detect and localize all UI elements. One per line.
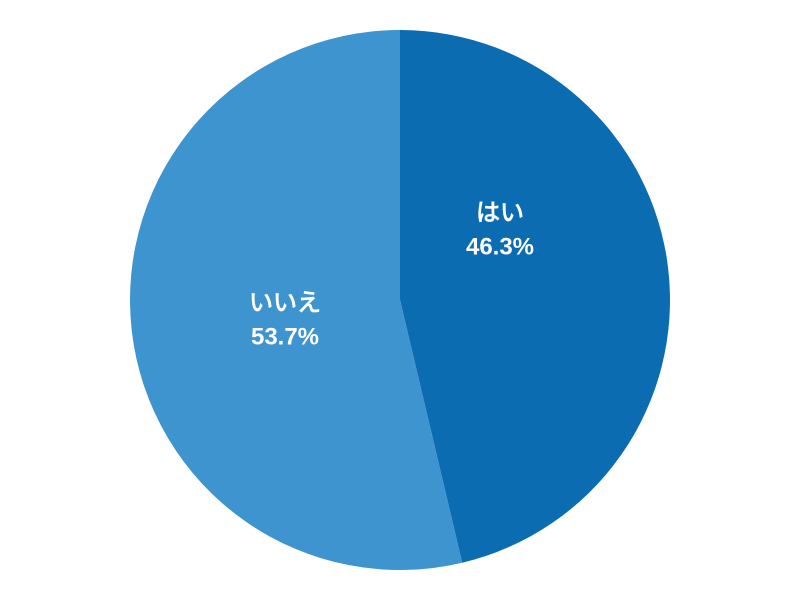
slice-label-yes-pct: 46.3% [466,233,534,260]
slice-label-yes: はい 46.3% [466,196,534,263]
pie-chart: はい 46.3% いいえ 53.7% [130,30,670,570]
slice-label-yes-text: はい [476,199,524,226]
slice-label-no-text: いいえ [249,289,321,316]
slice-label-no-pct: 53.7% [251,323,319,350]
pie-svg [130,30,670,570]
slice-label-no: いいえ 53.7% [249,286,321,353]
